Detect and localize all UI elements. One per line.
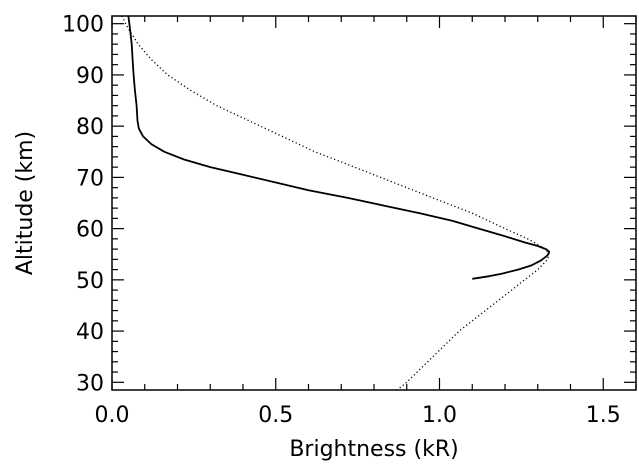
y-tick-label: 100 (62, 13, 104, 38)
tick-labels: 0.0 0.5 1.0 1.5 30 40 50 60 70 80 90 100 (62, 13, 621, 428)
solid-series-line (127, 15, 551, 280)
x-tick-label: 0.5 (258, 403, 293, 428)
data-series (121, 15, 551, 391)
y-tick-label: 60 (76, 218, 104, 243)
y-tick-label: 70 (76, 166, 104, 191)
x-tick-label: 1.5 (586, 403, 621, 428)
y-tick-label: 40 (76, 320, 104, 345)
x-tick-label: 1.0 (422, 403, 457, 428)
dotted-series-line (121, 15, 550, 391)
x-axis-title: Brightness (kR) (289, 437, 458, 462)
y-axis-title: Altitude (km) (13, 131, 38, 275)
y-tick-label: 80 (76, 115, 104, 140)
y-tick-label: 50 (76, 269, 104, 294)
y-tick-label: 30 (76, 371, 104, 396)
x-tick-label: 0.0 (95, 403, 130, 428)
y-tick-label: 90 (76, 64, 104, 89)
tick-marks (111, 16, 637, 390)
